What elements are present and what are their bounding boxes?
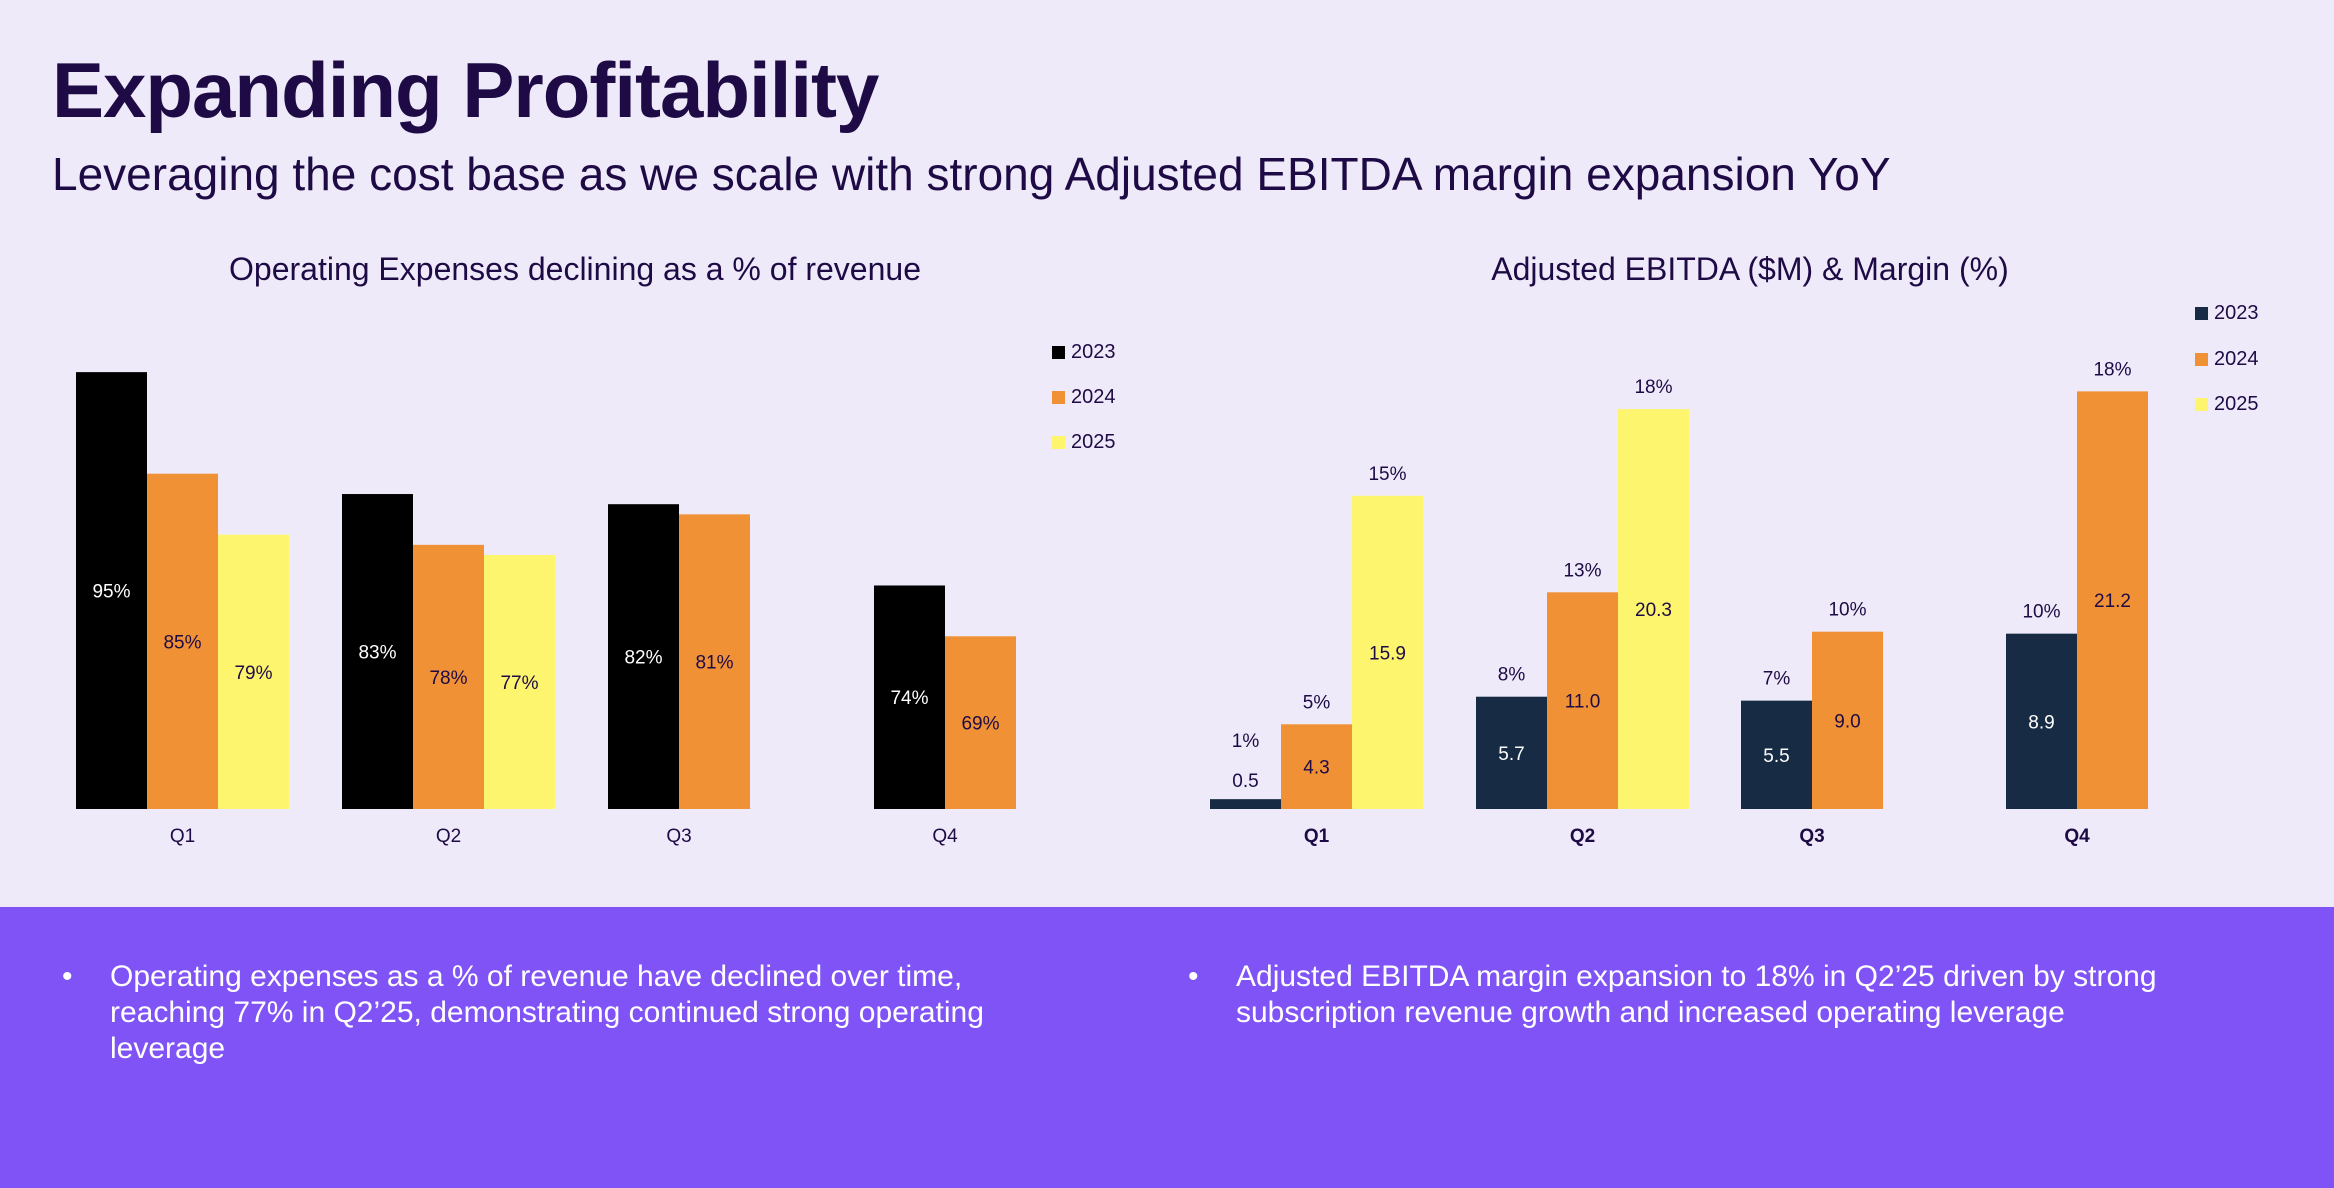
ebitda-value-label-q3-2023: 5.5	[1763, 746, 1789, 767]
opex-value-label-q4-2023: 74%	[890, 688, 928, 709]
opex-bar-q1-2023	[76, 372, 147, 809]
ebitda-value-label-q1-2023: 0.5	[1232, 771, 1258, 792]
opex-takeaway-text: Operating expenses as a % of revenue hav…	[52, 959, 1052, 1067]
ebitda-bar-q2-2023	[1476, 696, 1547, 809]
ebitda-value-label-q1-2024: 4.3	[1303, 758, 1329, 779]
opex-value-label-q2-2024: 78%	[429, 668, 467, 689]
ebitda-value-label-q3-2024: 9.0	[1834, 711, 1860, 732]
opex-bar-q2-2023	[342, 494, 413, 809]
ebitda-category-label-q3: Q3	[1799, 826, 1824, 847]
ebitda-chart-title: Adjusted EBITDA ($M) & Margin (%)	[1491, 251, 2009, 287]
opex-bar-q2-2025	[484, 555, 555, 809]
opex-value-label-q4-2024: 69%	[961, 714, 999, 735]
opex-takeaway: Operating expenses as a % of revenue hav…	[52, 959, 1052, 1067]
ebitda-bar-q1-2023	[1210, 799, 1281, 809]
ebitda-category-label-q4: Q4	[2064, 826, 2090, 847]
opex-legend-label-2025: 2025	[1071, 431, 1116, 453]
opex-bar-q1-2025	[218, 534, 289, 809]
opex-legend-swatch-2025	[1052, 436, 1065, 449]
charts-canvas: 95% 85% 79% Q1 83% 78% 77% Q2 82% 81% Q3 74% 69% Q4 20…	[76, 302, 2259, 847]
ebitda-value-label-q2-2024: 11.0	[1565, 692, 1601, 713]
opex-bar-q3-2024	[679, 514, 750, 809]
ebitda-bar-q1-2025	[1352, 495, 1423, 809]
opex-value-label-q3-2023: 82%	[624, 648, 662, 669]
ebitda-legend-label-2023: 2023	[2214, 302, 2259, 324]
opex-value-label-q2-2025: 77%	[500, 673, 538, 694]
opex-chart-title: Operating Expenses declining as a % of r…	[229, 251, 921, 287]
opex-category-label-q2: Q2	[436, 826, 461, 847]
ebitda-margin-label-q2-2023: 8%	[1498, 665, 1526, 686]
opex-bar-q1-2024	[147, 473, 218, 809]
ebitda-bar-q2-2025	[1618, 409, 1689, 809]
opex-bar-q3-2023	[608, 504, 679, 809]
ebitda-legend-swatch-2023	[2195, 307, 2208, 320]
ebitda-legend-label-2024: 2024	[2214, 348, 2259, 370]
ebitda-value-label-q2-2023: 5.7	[1498, 744, 1524, 765]
opex-category-label-q3: Q3	[666, 826, 691, 847]
opex-legend-swatch-2024	[1052, 391, 1065, 404]
ebitda-bar-q2-2024	[1547, 592, 1618, 809]
ebitda-margin-label-q4-2024: 18%	[2093, 359, 2131, 380]
ebitda-takeaway: Adjusted EBITDA margin expansion to 18% …	[1178, 959, 2238, 1031]
ebitda-margin-label-q1-2024: 5%	[1303, 692, 1331, 713]
opex-category-label-q4: Q4	[932, 826, 958, 847]
opex-value-label-q3-2024: 81%	[695, 653, 733, 674]
ebitda-bar-q4-2023	[2006, 633, 2077, 809]
opex-legend-swatch-2023	[1052, 346, 1065, 359]
ebitda-category-label-q1: Q1	[1304, 826, 1330, 847]
opex-value-label-q1-2024: 85%	[163, 632, 201, 653]
ebitda-bar-q1-2024	[1281, 724, 1352, 809]
ebitda-margin-label-q2-2024: 13%	[1563, 560, 1601, 581]
page-title: Expanding Profitability	[52, 46, 879, 134]
ebitda-margin-label-q3-2023: 7%	[1763, 669, 1791, 690]
ebitda-value-label-q1-2025: 15.9	[1369, 643, 1406, 664]
ebitda-legend-swatch-2025	[2195, 398, 2208, 411]
ebitda-bar-q3-2023	[1741, 700, 1812, 809]
ebitda-legend-swatch-2024	[2195, 353, 2208, 366]
ebitda-bar-q4-2024	[2077, 391, 2148, 809]
ebitda-margin-label-q3-2024: 10%	[1828, 600, 1866, 621]
ebitda-margin-label-q4-2023: 10%	[2022, 602, 2060, 623]
takeaways-panel: Operating expenses as a % of revenue hav…	[0, 907, 2334, 1188]
ebitda-legend-label-2025: 2025	[2214, 393, 2259, 415]
ebitda-margin-label-q1-2023: 1%	[1232, 731, 1260, 752]
ebitda-category-label-q2: Q2	[1570, 826, 1595, 847]
ebitda-takeaway-text: Adjusted EBITDA margin expansion to 18% …	[1178, 959, 2238, 1031]
opex-value-label-q1-2025: 79%	[234, 663, 272, 684]
ebitda-bar-q3-2024	[1812, 631, 1883, 809]
opex-legend-label-2023: 2023	[1071, 341, 1116, 363]
ebitda-margin-label-q1-2025: 15%	[1368, 464, 1406, 485]
ebitda-value-label-q4-2023: 8.9	[2028, 712, 2054, 733]
opex-bar-q2-2024	[413, 544, 484, 809]
opex-bar-q4-2023	[874, 585, 945, 809]
opex-value-label-q2-2023: 83%	[358, 643, 396, 664]
ebitda-value-label-q4-2024: 21.2	[2094, 591, 2131, 612]
opex-value-label-q1-2023: 95%	[92, 582, 130, 603]
ebitda-margin-label-q2-2025: 18%	[1634, 377, 1672, 398]
opex-category-label-q1: Q1	[170, 826, 195, 847]
opex-bar-q4-2024	[945, 636, 1016, 809]
ebitda-value-label-q2-2025: 20.3	[1635, 600, 1672, 621]
page-subtitle: Leveraging the cost base as we scale wit…	[52, 148, 1891, 200]
opex-legend-label-2024: 2024	[1071, 386, 1116, 408]
